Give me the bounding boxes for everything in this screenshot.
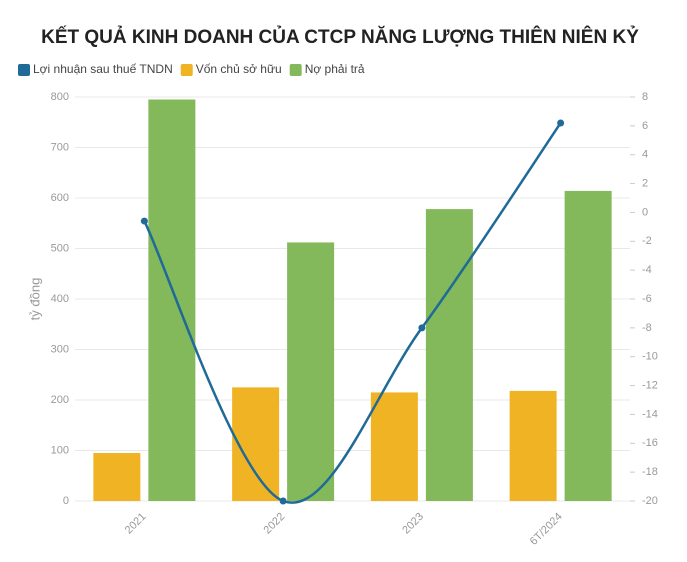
bar: [509, 390, 557, 501]
y2-tick-label: -16: [642, 437, 658, 449]
y2-tick-label: -18: [642, 466, 658, 478]
legend-swatch: [289, 64, 302, 76]
y2-tick-label: 8: [642, 91, 648, 103]
y2-tick-label: -20: [642, 495, 658, 507]
x-tick-label: 2021: [123, 511, 149, 537]
y-tick-label: 0: [63, 495, 69, 507]
bar: [93, 453, 141, 501]
y-tick-label: 500: [51, 242, 69, 254]
y2-tick-label: -14: [642, 408, 658, 420]
bar: [287, 242, 335, 501]
bar: [564, 190, 612, 501]
y-axis-title: tỷ đồng: [27, 278, 42, 321]
legend-swatch: [18, 64, 30, 76]
y-tick-label: 300: [51, 343, 69, 355]
y-tick-label: 400: [51, 293, 69, 305]
bar: [370, 392, 418, 501]
legend-swatch: [180, 64, 193, 76]
point: [140, 217, 148, 225]
point: [418, 324, 426, 332]
y2-tick-label: -6: [642, 293, 652, 305]
y-tick-label: 200: [51, 394, 69, 406]
y-tick-label: 100: [51, 444, 69, 456]
y2-tick-label: -10: [642, 351, 658, 363]
x-tick-label: 2023: [400, 511, 426, 537]
x-tick-label: 2022: [262, 511, 288, 537]
bar: [232, 387, 280, 501]
y2-tick-label: -4: [642, 264, 652, 276]
y2-tick-label: -2: [642, 235, 652, 247]
y2-tick-label: 6: [642, 120, 648, 132]
bar: [148, 99, 196, 502]
chart-title: KẾT QUẢ KINH DOANH CỦA CTCP NĂNG LƯỢNG T…: [41, 26, 639, 48]
y2-tick-label: 4: [642, 149, 648, 161]
bar: [425, 209, 473, 502]
x-tick-label: 6T/2024: [528, 511, 565, 548]
legend-label: Vốn chủ sở hữu: [196, 62, 282, 76]
y2-tick-label: -8: [642, 322, 652, 334]
legend-label: Nợ phải trả: [305, 62, 365, 76]
y-tick-label: 600: [51, 192, 69, 204]
y-tick-label: 800: [51, 91, 69, 103]
point: [279, 497, 287, 505]
y2-tick-label: -12: [642, 379, 658, 391]
y2-tick-label: 2: [642, 177, 648, 189]
point: [557, 119, 565, 127]
y-tick-label: 700: [51, 141, 69, 153]
y2-tick-label: 0: [642, 206, 648, 218]
line: [143, 122, 562, 504]
legend-label: Lợi nhuận sau thuế TNDN: [33, 62, 173, 76]
